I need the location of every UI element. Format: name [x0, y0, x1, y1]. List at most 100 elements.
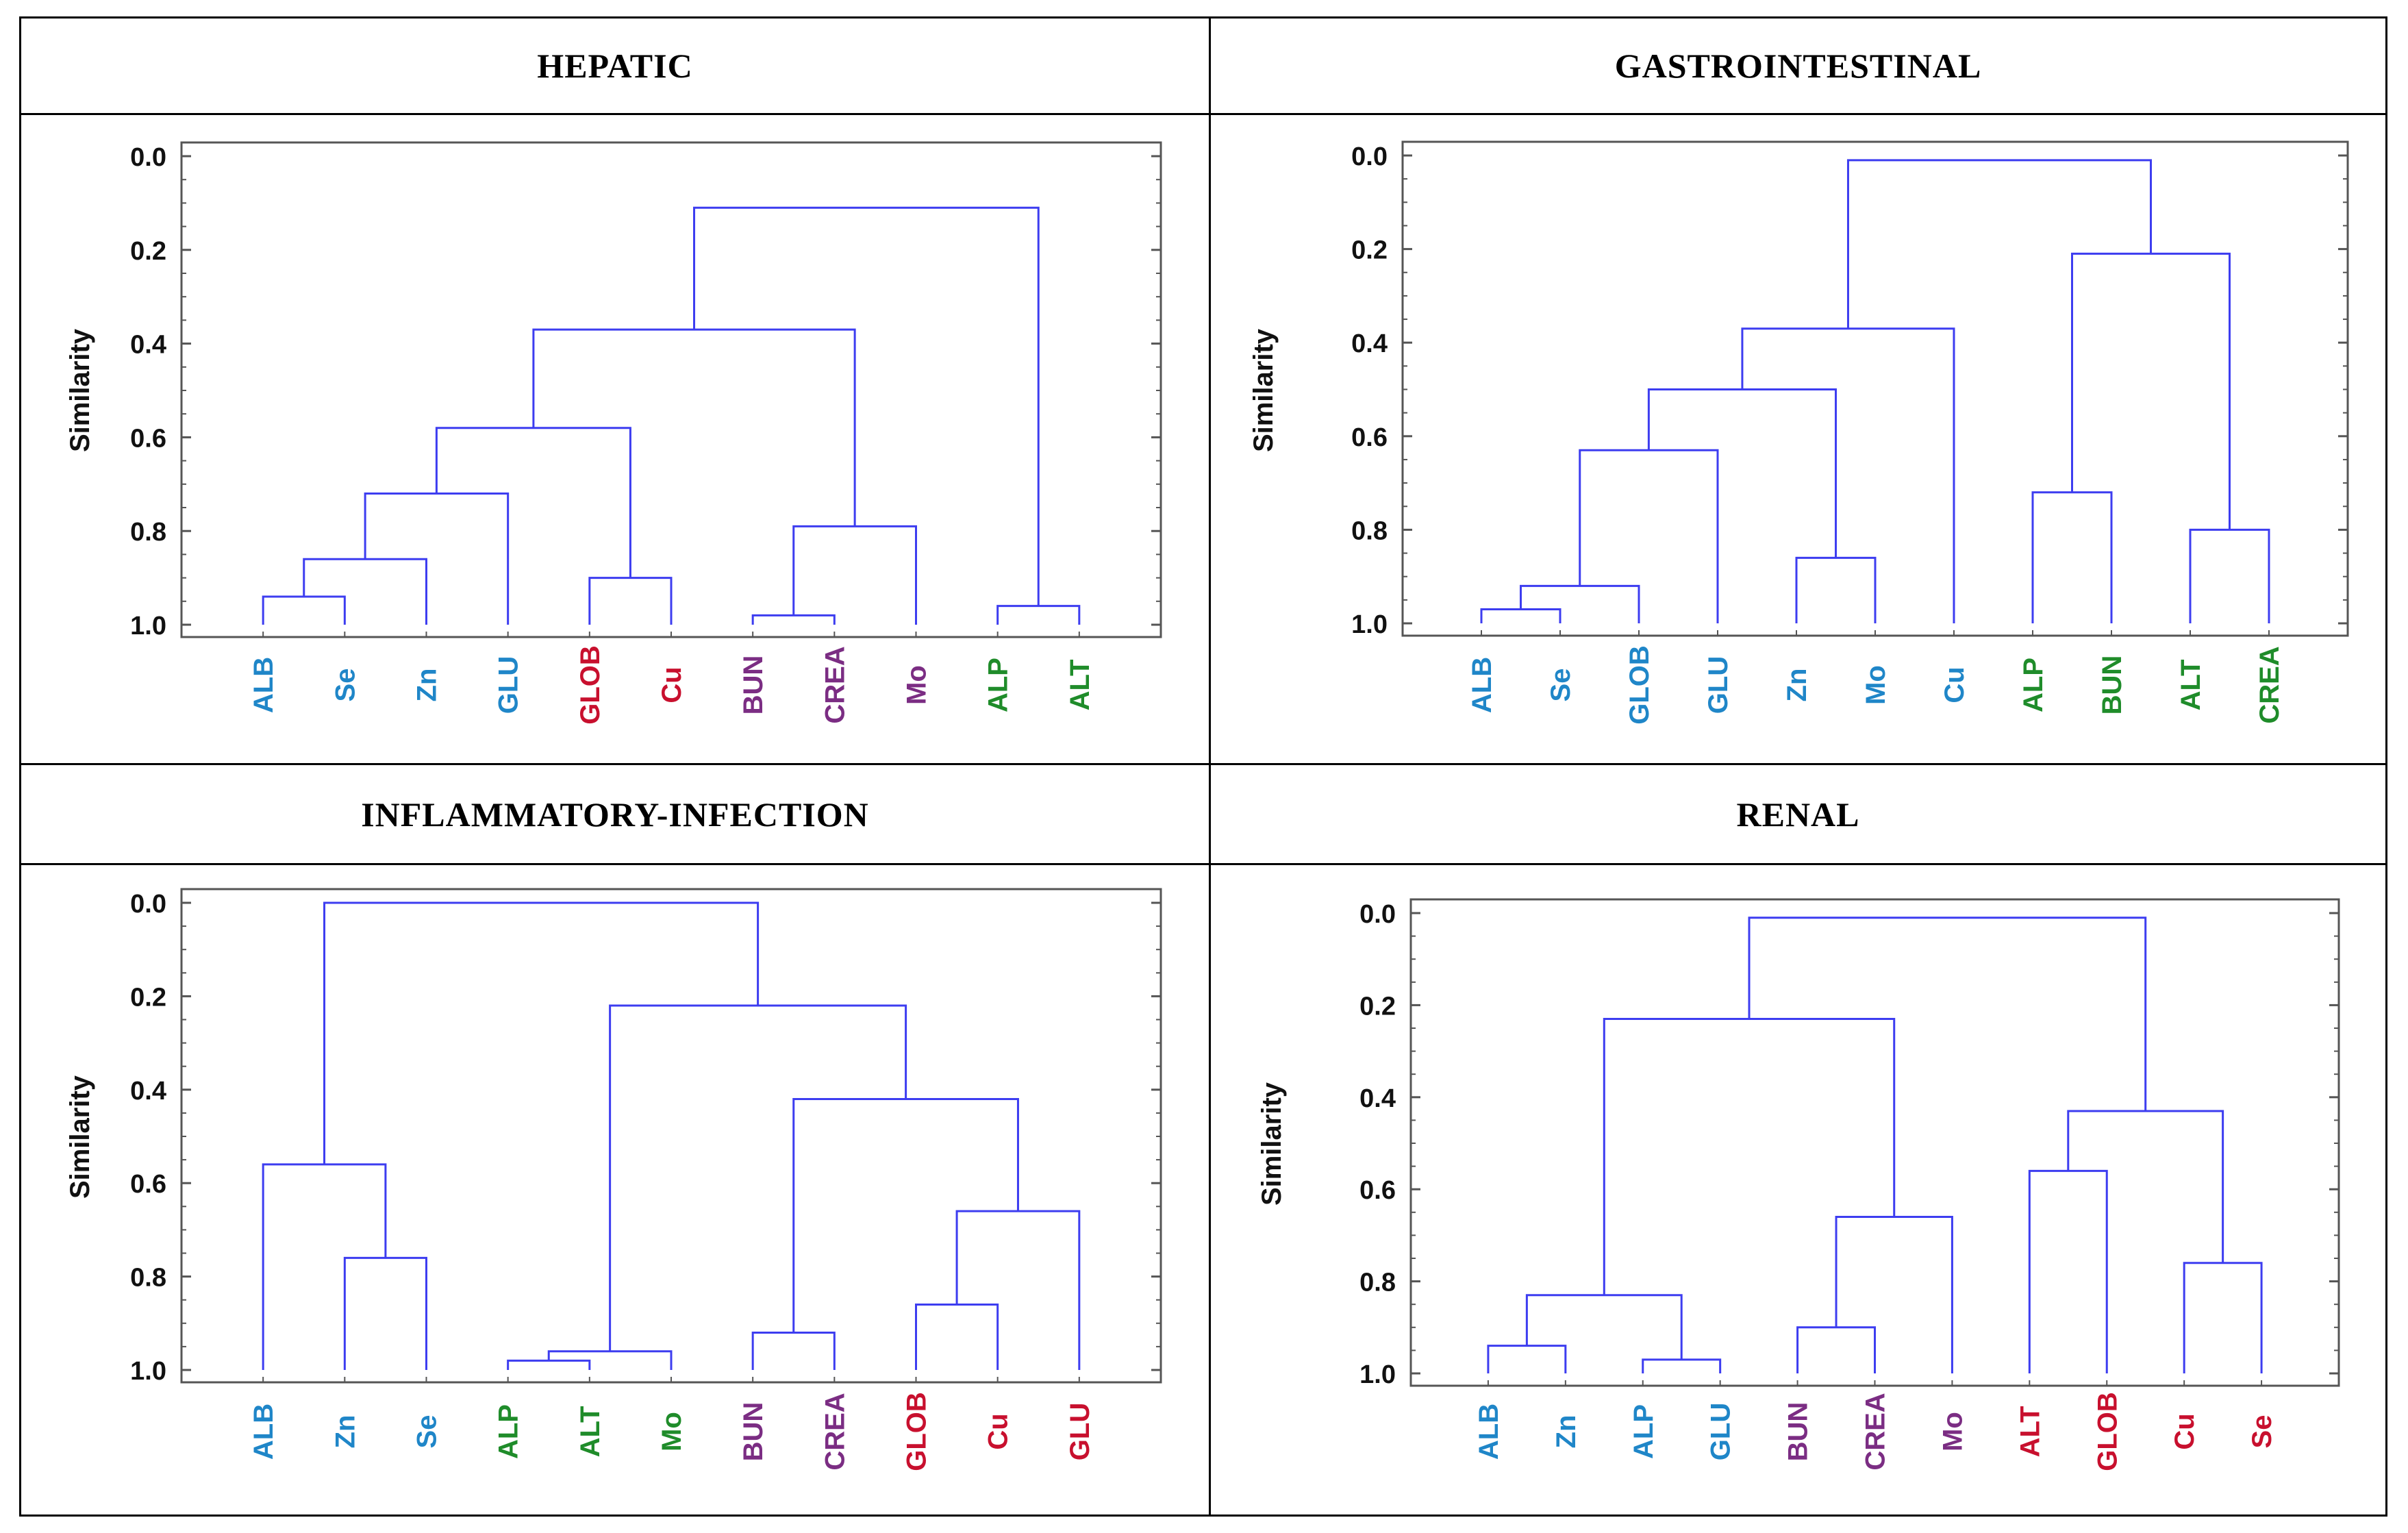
- leaf-label: ALT: [2176, 660, 2206, 711]
- leaf-label: Zn: [1551, 1415, 1581, 1449]
- y-tick-label: 0.4: [130, 1077, 166, 1106]
- leaf-label: Mo: [657, 1412, 687, 1451]
- dendrogram-panel-0: 0.0 0.2 0.4 0.6 0.8 1.0 Similarity ALB Se Zn GLU GL…: [65, 141, 1162, 725]
- divider-middle: [19, 763, 2387, 765]
- dendrogram-link: [507, 1359, 591, 1370]
- dendrogram-link: [1741, 327, 1955, 623]
- y-tick-label: 0.0: [130, 143, 166, 172]
- leaf-label: GLU: [1706, 1403, 1736, 1460]
- y-axis-label: Similarity: [1249, 328, 1279, 452]
- plot-frame: [180, 888, 1162, 1384]
- leaf-label: ALB: [249, 657, 279, 713]
- leaf-label: CREA: [1861, 1393, 1891, 1470]
- leaf-label: GLU: [494, 656, 524, 714]
- panel-title-inflammatory-infection: INFLAMMATORY-INFECTION: [361, 795, 869, 834]
- figure-grid: [19, 16, 2387, 1517]
- dendrogram-panel-1: 0.0 0.2 0.4 0.6 0.8 1.0 Similarity ALB Se GLOB GLU…: [1249, 140, 2349, 725]
- leaf-label: GLU: [1065, 1403, 1095, 1460]
- leaf-label: ALP: [494, 1404, 524, 1459]
- dendrogram-link: [1480, 608, 1562, 623]
- y-tick-label: 0.2: [130, 237, 166, 266]
- dendrogram-link: [2067, 1110, 2224, 1263]
- dendrogram-link: [1835, 1216, 1953, 1373]
- leaf-label: Zn: [1782, 669, 1812, 702]
- leaf-label: Se: [330, 669, 360, 702]
- leaf-label: BUN: [1783, 1402, 1814, 1462]
- dendrogram-link: [792, 1097, 1019, 1333]
- leaf-label: Se: [2247, 1415, 2277, 1449]
- divider-top: [19, 113, 2387, 115]
- leaf-label: Zn: [412, 669, 442, 702]
- y-tick-label: 0.6: [130, 1170, 166, 1199]
- leaf-label: BUN: [738, 1402, 768, 1462]
- y-tick-label: 1.0: [1359, 1360, 1396, 1389]
- leaf-label: GLOB: [902, 1392, 932, 1471]
- leaf-label: Cu: [983, 1413, 1014, 1449]
- y-tick-label: 0.2: [130, 983, 166, 1012]
- leaf-label: Cu: [2170, 1413, 2200, 1449]
- leaf-label: GLU: [1703, 656, 1733, 714]
- dendrogram-link: [693, 206, 1040, 606]
- leaf-label: BUN: [738, 656, 768, 715]
- leaf-label: ALT: [2015, 1406, 2045, 1458]
- y-axis-label: Similarity: [65, 328, 95, 452]
- y-tick-label: 1.0: [130, 1357, 166, 1386]
- dendrogram-link: [751, 614, 836, 625]
- dendrogram-link: [323, 901, 760, 1164]
- y-tick-label: 0.2: [1351, 236, 1388, 265]
- y-tick-label: 1.0: [130, 612, 166, 640]
- dendrogram-link: [2071, 252, 2231, 530]
- y-tick-label: 0.8: [130, 518, 166, 547]
- dendrogram-link: [1846, 159, 2152, 329]
- dendrogram-link: [1642, 1358, 1722, 1373]
- leaf-label: GLOB: [1625, 645, 1655, 725]
- dendrogram-link: [1796, 1326, 1876, 1373]
- dendrogram-link: [915, 1304, 999, 1370]
- dendrogram-link: [955, 1210, 1081, 1370]
- dendrogram-panel-3: 0.0 0.2 0.4 0.6 0.8 1.0 Similarity ALB Zn ALP GLU B…: [1257, 898, 2340, 1471]
- dendrogram-link: [1748, 917, 2147, 1111]
- dendrogram-link: [1525, 1294, 1683, 1360]
- leaf-label: ALP: [1629, 1404, 1659, 1459]
- y-tick-label: 0.2: [1359, 992, 1396, 1021]
- leaf-label: BUN: [2097, 656, 2127, 715]
- plot-frame: [1409, 898, 2340, 1387]
- plot-frame: [180, 141, 1162, 638]
- panel-title-gastrointestinal: GASTROINTESTINAL: [1614, 47, 1982, 85]
- divider-lower: [19, 863, 2387, 865]
- dendrogram-link: [1487, 1345, 1567, 1373]
- leaf-label: Cu: [657, 666, 687, 703]
- y-tick-label: 0.4: [1359, 1084, 1396, 1113]
- y-tick-label: 0.0: [130, 890, 166, 919]
- dendrogram-link: [1520, 584, 1640, 623]
- dendrogram-link: [2189, 528, 2270, 623]
- dendrogram-link: [996, 605, 1081, 625]
- leaf-label: Se: [412, 1415, 442, 1449]
- leaf-label: GLOB: [2092, 1392, 2122, 1471]
- y-axis-label: Similarity: [65, 1075, 95, 1199]
- leaf-label: Mo: [902, 665, 932, 705]
- leaf-label: ALP: [983, 658, 1014, 712]
- dendrogram-link: [792, 525, 917, 625]
- dendrogram-link: [588, 577, 673, 625]
- dendrogram-link: [303, 558, 427, 625]
- y-tick-label: 0.8: [130, 1264, 166, 1293]
- dendrogram-panel-2: 0.0 0.2 0.4 0.6 0.8 1.0 Similarity ALB Zn Se ALP AL…: [65, 888, 1162, 1471]
- leaf-label: ALT: [575, 1406, 605, 1458]
- y-tick-label: 0.8: [1359, 1269, 1396, 1297]
- leaf-label: Se: [1546, 669, 1576, 702]
- y-tick-label: 0.4: [130, 331, 166, 360]
- leaf-label: Mo: [1861, 665, 1891, 705]
- leaf-label: ALB: [1467, 657, 1497, 713]
- leaf-label: CREA: [820, 1393, 850, 1470]
- leaf-label: GLOB: [575, 645, 605, 725]
- dendrogram-link: [343, 1256, 427, 1370]
- y-tick-label: 0.0: [1359, 900, 1396, 929]
- dendrogram-link: [262, 595, 346, 625]
- leaf-label: CREA: [2255, 646, 2285, 723]
- leaf-label: CREA: [820, 646, 850, 723]
- dendrogram-link: [2031, 491, 2113, 623]
- dendrogram-link: [609, 1004, 907, 1351]
- leaf-label: Cu: [1940, 666, 1970, 703]
